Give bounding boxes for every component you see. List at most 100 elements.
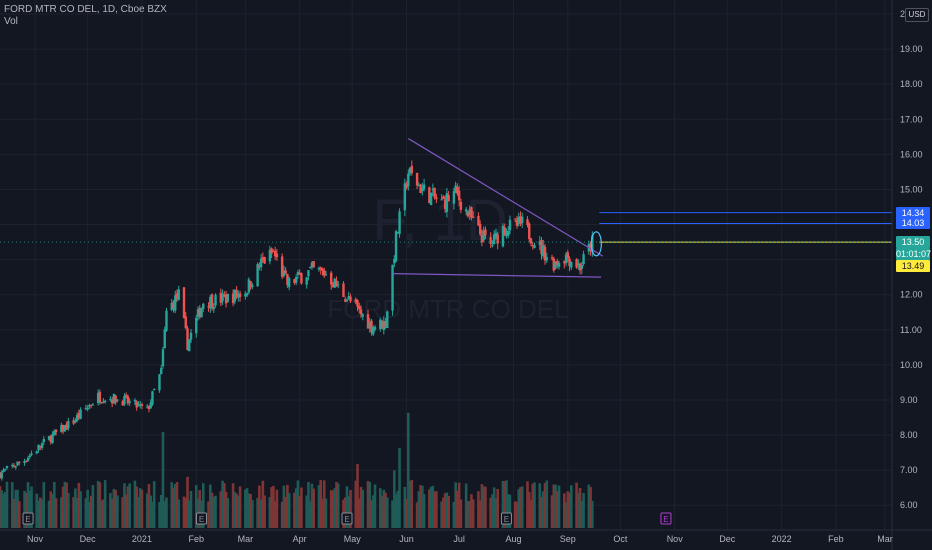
candle-body: [459, 201, 463, 210]
volume-bar: [244, 489, 247, 528]
candle-body: [578, 263, 582, 271]
candle-body: [566, 252, 569, 259]
volume-bar: [526, 481, 529, 528]
candle-body: [359, 309, 363, 315]
volume-bar: [380, 496, 384, 528]
candle-body: [323, 269, 326, 276]
volume-bar: [91, 485, 95, 528]
candle-body: [570, 261, 573, 268]
candle-body: [177, 289, 180, 300]
volume-bar: [519, 487, 522, 528]
candle-body: [158, 374, 161, 391]
candle-body: [415, 172, 419, 186]
candle-body: [454, 185, 457, 193]
candle-body: [398, 211, 401, 235]
volume-bar: [226, 498, 230, 528]
candle-body: [128, 401, 131, 403]
candle-body: [37, 444, 40, 451]
volume-bar: [16, 489, 19, 528]
candle-body: [344, 299, 347, 302]
time-axis[interactable]: Nov Dec 2021 Feb Mar Apr May Jun Jul Aug Sep Oct Nov…: [0, 529, 932, 544]
candle-body: [370, 320, 373, 333]
earnings-marker-label: E: [663, 515, 668, 524]
volume-bar: [415, 502, 419, 528]
volume-bar: [54, 498, 58, 528]
candle-body: [65, 424, 68, 430]
candle-body: [324, 274, 328, 276]
candle-body: [317, 268, 321, 270]
candle-body: [405, 184, 408, 189]
candle-body: [39, 445, 42, 447]
candle-body: [286, 273, 289, 285]
volume-bar: [201, 483, 205, 528]
candle-body: [337, 284, 340, 286]
volume-bar: [385, 497, 389, 528]
volume-bar: [396, 490, 400, 528]
candle-body: [170, 303, 173, 311]
volume-bar: [298, 495, 301, 528]
volume-bar: [533, 482, 536, 528]
volume-bar: [452, 501, 456, 528]
candle-body: [489, 237, 492, 245]
candle-body: [35, 451, 39, 454]
volume-bar: [182, 496, 186, 528]
volume-bar: [63, 481, 67, 528]
candle-body: [394, 231, 398, 262]
volume-bar: [39, 497, 42, 528]
candle-body: [342, 283, 345, 298]
volume-bar: [591, 500, 594, 528]
volume-bar: [345, 486, 349, 528]
symbol-title[interactable]: FORD MTR CO DEL, 1D, Cboe BZX: [4, 4, 167, 15]
earnings-marker-label: E: [199, 515, 204, 524]
price-axis[interactable]: 20.0019.0018.0017.0016.0015.0014.0013.00…: [891, 0, 923, 550]
volume-bar: [554, 484, 557, 528]
volume-bar: [371, 495, 375, 528]
candle-body: [268, 249, 272, 262]
candle-body: [492, 234, 496, 245]
candle-body: [310, 262, 314, 268]
volume-bar: [477, 491, 480, 528]
volume-bar: [158, 502, 161, 528]
volume-bar: [272, 485, 275, 528]
candle-body: [100, 402, 103, 404]
volume-bar: [555, 491, 559, 528]
candle-body: [247, 279, 251, 293]
volume-bar: [322, 480, 326, 528]
volume-bar: [123, 483, 126, 528]
candle-body: [2, 470, 5, 472]
candle-body: [542, 245, 545, 257]
upper-trendline: [408, 138, 604, 257]
volume-bar: [575, 482, 578, 528]
volume-bar: [293, 492, 296, 528]
candle-body: [214, 294, 217, 306]
candle-body: [261, 257, 265, 260]
candle-body: [354, 299, 357, 303]
candle-body: [209, 296, 212, 309]
volume-bar: [261, 480, 265, 528]
earnings-marker: [341, 512, 353, 525]
volume-bar: [464, 483, 468, 528]
volume-bar: [231, 483, 235, 528]
candle-body: [287, 278, 291, 288]
volume-bar: [102, 499, 105, 528]
volume-bar: [501, 480, 505, 528]
candle-body: [379, 319, 382, 330]
candle-body: [0, 472, 3, 479]
volume-bar: [333, 488, 337, 528]
candle-body: [195, 317, 198, 334]
volume-bar: [75, 497, 79, 528]
candle-body: [12, 465, 16, 467]
volume-indicator-label[interactable]: Vol: [4, 16, 18, 27]
candle-body: [251, 284, 254, 287]
volume-bar: [47, 500, 51, 528]
volume-bar: [219, 491, 223, 528]
volume-bar: [24, 492, 28, 528]
volume-bar: [280, 501, 284, 528]
currency-button[interactable]: USD: [905, 8, 929, 22]
price-tick-label: 11.00: [900, 325, 922, 335]
candle-body: [207, 306, 210, 308]
candle-body: [580, 264, 584, 269]
candle-body: [72, 420, 75, 424]
candle-body: [431, 188, 435, 191]
